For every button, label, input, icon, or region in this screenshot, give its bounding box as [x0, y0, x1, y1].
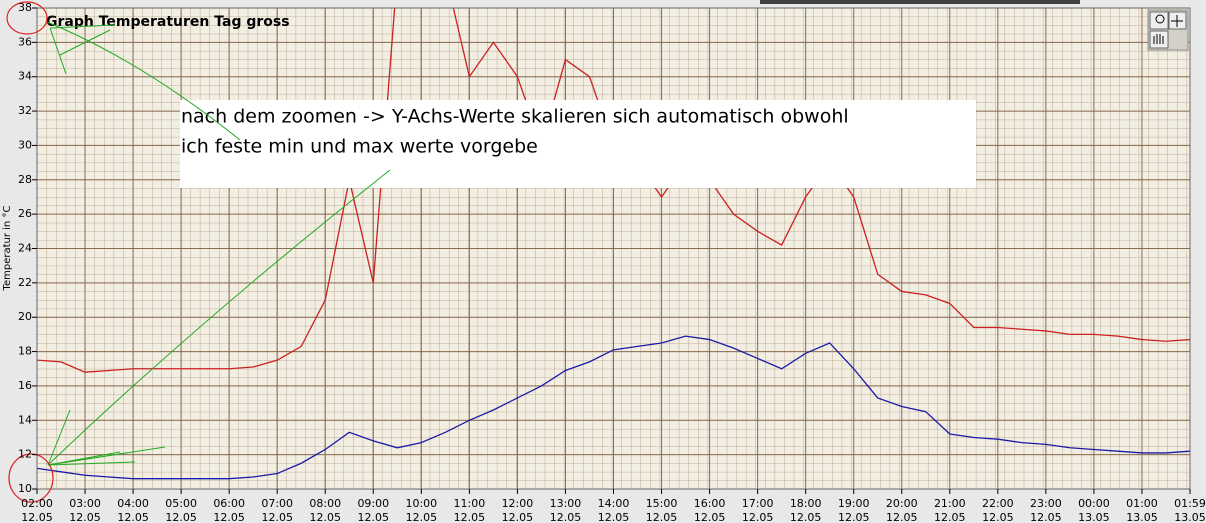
x-tick-time: 00:00 [1078, 497, 1110, 510]
x-tick-time: 22:00 [982, 497, 1014, 510]
x-tick-date: 12.05 [742, 511, 774, 523]
x-tick-time: 01:59 [1174, 497, 1206, 510]
x-tick-time: 11:00 [454, 497, 486, 510]
y-tick-label: 14 [18, 413, 32, 426]
x-tick-date: 12.05 [406, 511, 438, 523]
x-tick-time: 01:00 [1126, 497, 1158, 510]
scribble [47, 409, 166, 466]
x-tick-date: 13.05 [1126, 511, 1158, 523]
x-tick-time: 15:00 [646, 497, 678, 510]
scribble [49, 24, 116, 75]
y-tick-label: 28 [18, 173, 32, 186]
y-tick-label: 26 [18, 207, 32, 220]
x-tick-date: 12.05 [358, 511, 390, 523]
annotation-line: ich feste min und max werte vorgebe [181, 136, 538, 158]
y-tick-label: 34 [18, 70, 32, 83]
x-tick-time: 04:00 [117, 497, 149, 510]
scribbles [46, 21, 391, 466]
x-tick-date: 12.05 [934, 511, 966, 523]
y-tick-label: 12 [18, 448, 32, 461]
x-tick-date: 13.05 [1174, 511, 1206, 523]
x-tick-date: 12.05 [310, 511, 342, 523]
x-tick-time: 19:00 [838, 497, 870, 510]
cursor-icon [1171, 15, 1183, 27]
y-tick-label: 38 [18, 1, 32, 14]
x-tick-time: 13:00 [550, 497, 582, 510]
zoom-icon [1155, 14, 1165, 24]
major-grid [36, 7, 1191, 490]
window-edge [760, 0, 1080, 4]
x-tick-date: 12.05 [21, 511, 53, 523]
chart-title: Graph Temperaturen Tag gross [46, 14, 290, 30]
pan-icon [1153, 34, 1164, 44]
x-tick-date: 12.05 [550, 511, 582, 523]
y-axis-label: Temperatur in °C [2, 206, 13, 292]
x-tick-time: 20:00 [886, 497, 918, 510]
x-tick-date: 12.05 [982, 511, 1014, 523]
circle-mark [6, 1, 48, 35]
x-tick-time: 03:00 [69, 497, 101, 510]
x-tick-date: 12.05 [213, 511, 245, 523]
y-tick-label: 30 [18, 138, 32, 151]
y-tick-label: 32 [18, 104, 32, 117]
x-tick-date: 12.05 [646, 511, 678, 523]
x-tick-date: 12.05 [1030, 511, 1062, 523]
toolbar [1147, 9, 1189, 51]
x-tick-time: 07:00 [261, 497, 293, 510]
x-tick-time: 06:00 [213, 497, 245, 510]
x-tick-time: 05:00 [165, 497, 197, 510]
annotation-box [180, 100, 976, 188]
x-tick-date: 12.05 [886, 511, 918, 523]
x-tick-date: 12.05 [838, 511, 870, 523]
scribble [47, 169, 391, 466]
x-tick-time: 10:00 [405, 497, 437, 510]
y-tick-label: 18 [18, 345, 32, 358]
x-tick-date: 12.05 [117, 511, 149, 523]
series-line [37, 335, 1190, 480]
x-tick-time: 17:00 [742, 497, 774, 510]
x-tick-date: 12.05 [165, 511, 197, 523]
x-tick-date: 12.05 [261, 511, 293, 523]
circle-mark [8, 453, 54, 503]
x-tick-time: 21:00 [934, 497, 966, 510]
y-tick-label: 10 [18, 482, 32, 495]
y-tick-label: 22 [18, 276, 32, 289]
x-tick-time: 18:00 [790, 497, 822, 510]
annotation-line: nach dem zoomen -> Y-Achs-Werte skaliere… [181, 106, 849, 128]
circles [6, 1, 54, 503]
x-tick-time: 14:00 [598, 497, 630, 510]
x-tick-date: 13.05 [1078, 511, 1110, 523]
x-tick-date: 12.05 [790, 511, 822, 523]
x-tick-time: 08:00 [309, 497, 341, 510]
y-tick-label: 36 [18, 35, 32, 48]
x-tick-time: 02:00 [21, 497, 53, 510]
x-tick-date: 12.05 [502, 511, 534, 523]
zoom-button[interactable] [1149, 11, 1169, 30]
x-tick-date: 12.05 [694, 511, 726, 523]
pan-button[interactable] [1149, 30, 1169, 49]
scribble [46, 21, 241, 141]
y-tick-label: 16 [18, 379, 32, 392]
y-tick-label: 20 [18, 310, 32, 323]
x-tick-time: 16:00 [694, 497, 726, 510]
x-tick-time: 09:00 [357, 497, 389, 510]
y-tick-label: 24 [18, 242, 32, 255]
x-tick-date: 12.05 [454, 511, 486, 523]
x-tick-time: 23:00 [1030, 497, 1062, 510]
x-tick-time: 12:00 [502, 497, 534, 510]
x-tick-date: 12.05 [69, 511, 101, 523]
x-tick-date: 12.05 [598, 511, 630, 523]
